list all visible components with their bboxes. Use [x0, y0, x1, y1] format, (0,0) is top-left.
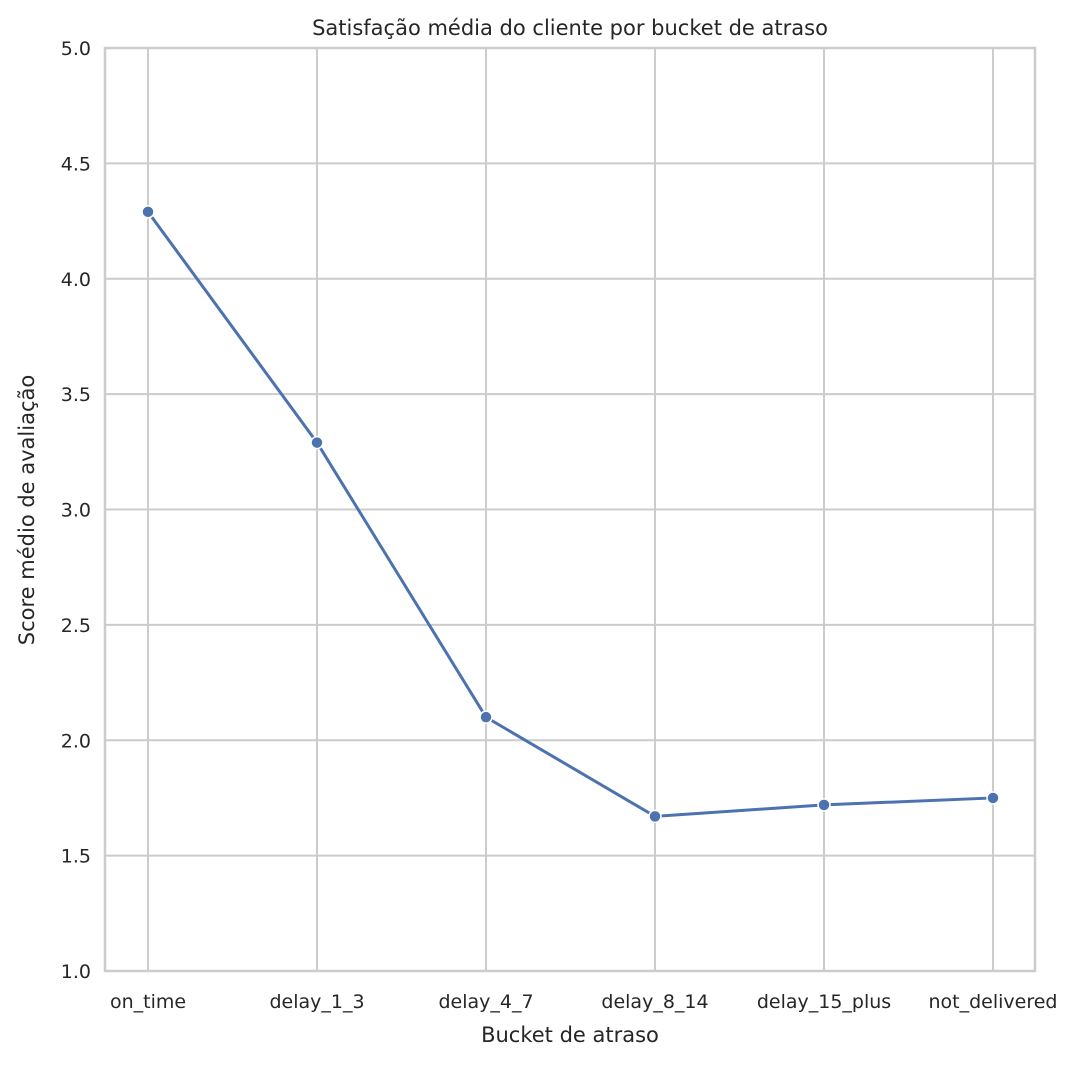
y-tick-label: 4.0	[61, 269, 91, 291]
y-tick-label: 3.5	[61, 384, 91, 406]
chart-title: Satisfação média do cliente por bucket d…	[312, 16, 828, 40]
x-tick-label: delay_8_14	[601, 991, 708, 1013]
y-tick-label: 3.0	[61, 500, 91, 522]
data-point	[310, 435, 324, 450]
y-tick-label: 5.0	[61, 38, 91, 60]
plot-frame	[103, 46, 1037, 973]
y-tick-label: 4.5	[61, 153, 91, 175]
y-axis-label: Score médio de avaliação	[15, 375, 39, 645]
y-tick-label: 1.5	[61, 846, 91, 868]
x-axis-label: Bucket de atraso	[481, 1023, 659, 1047]
x-tick-label: delay_1_3	[269, 991, 364, 1013]
data-point	[141, 205, 155, 219]
x-tick-label: delay_4_7	[438, 991, 533, 1013]
y-tick-label: 2.5	[61, 615, 91, 637]
data-point	[648, 809, 662, 824]
y-tick-label: 1.0	[61, 961, 91, 983]
x-tick-label: on_time	[110, 991, 186, 1013]
data-point	[986, 791, 1000, 805]
series-line	[146, 210, 994, 818]
data-point	[479, 710, 493, 724]
x-tick-label: delay_15_plus	[757, 991, 891, 1013]
y-tick-label: 2.0	[61, 730, 91, 752]
x-tick-label: not_delivered	[928, 991, 1057, 1013]
data-point	[817, 798, 831, 812]
